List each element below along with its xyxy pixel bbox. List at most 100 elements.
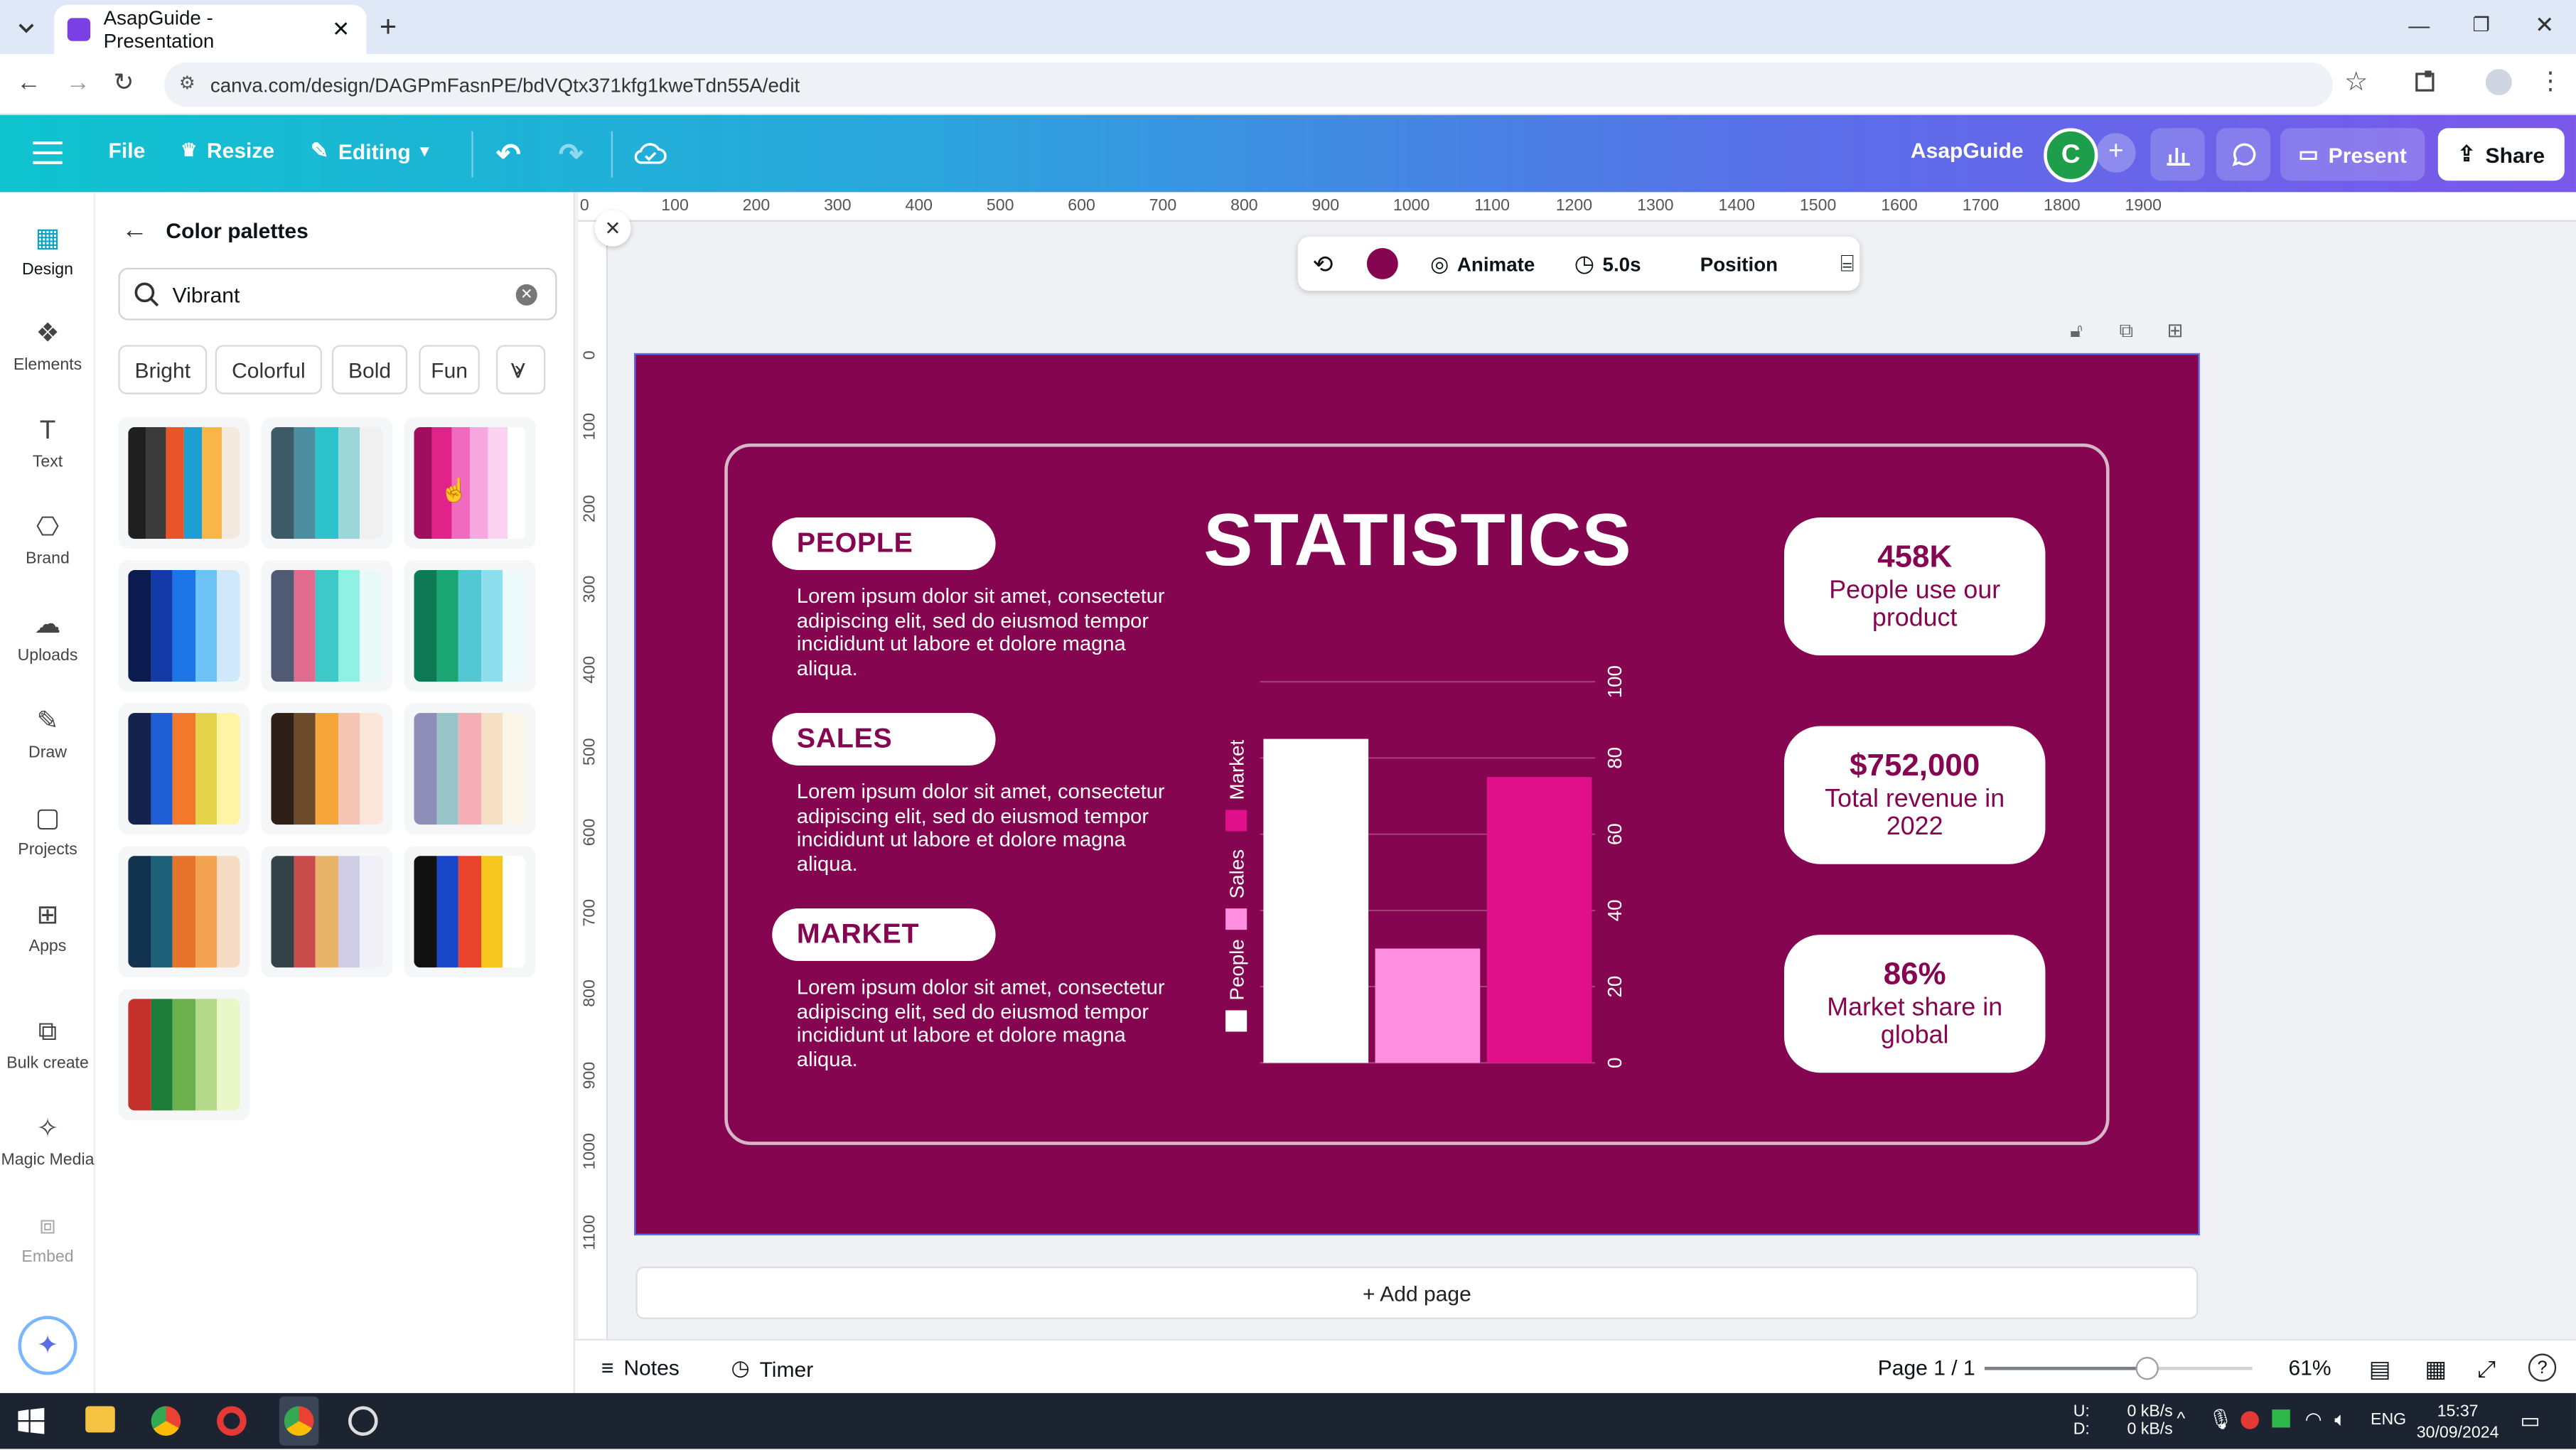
color-palette-swatch[interactable] (118, 703, 250, 835)
color-palette-swatch[interactable] (118, 846, 250, 978)
microphone-icon[interactable]: 🎙︎ (2208, 1407, 2233, 1432)
wifi-icon[interactable]: ◠ (2304, 1407, 2322, 1432)
color-palette-swatch[interactable] (261, 560, 393, 692)
page-view-icon[interactable]: ▤ (2368, 1355, 2391, 1382)
sales-tag[interactable]: SALES (772, 713, 996, 766)
color-palette-swatch[interactable] (118, 560, 250, 692)
clear-search-icon[interactable]: ✕ (515, 283, 537, 305)
browser-tab[interactable]: AsapGuide - Presentation ✕ (54, 4, 367, 55)
comment-icon[interactable] (2216, 128, 2271, 181)
sales-text[interactable]: Lorem ipsum dolor sit amet, consectetur … (796, 780, 1165, 875)
bookmark-star-icon[interactable]: ☆ (2344, 69, 2368, 97)
zoom-level[interactable]: 61% (2288, 1355, 2331, 1380)
back-icon[interactable]: ← (16, 69, 41, 97)
rail-item-uploads[interactable]: ☁ Uploads (0, 611, 95, 665)
team-name[interactable]: AsapGuide (1911, 138, 2024, 163)
insights-icon[interactable] (2150, 128, 2205, 181)
timer-button[interactable]: ◷ Timer (731, 1355, 813, 1382)
grid-view-icon[interactable]: ▦ (2425, 1355, 2447, 1382)
tray-chevron-icon[interactable]: ^ (2177, 1409, 2186, 1429)
position-button[interactable]: Position (1700, 252, 1778, 276)
volume-icon[interactable]: 🔈︎ (2334, 1407, 2346, 1432)
rail-item-magic-media[interactable]: ✧ Magic Media (0, 1115, 95, 1169)
editing-mode-button[interactable]: ✎ Editing ▾ (311, 138, 429, 164)
minimize-icon[interactable]: — (2408, 13, 2430, 38)
stat-card[interactable]: 86% Market share in global (1783, 935, 2046, 1073)
redo-icon[interactable]: ↷ (558, 138, 584, 171)
replace-icon[interactable]: ⟲ (1312, 250, 1333, 279)
restore-icon[interactable]: ❐ (2472, 13, 2491, 36)
undo-icon[interactable]: ↶ (495, 138, 521, 171)
rail-item-elements[interactable]: ❖ Elements (0, 321, 95, 375)
stat-card[interactable]: $752,000 Total revenue in 2022 (1783, 726, 2046, 864)
menu-hamburger-icon[interactable] (33, 141, 63, 164)
file-menu-button[interactable]: File (109, 138, 146, 163)
filter-chip[interactable]: Fun (419, 345, 480, 394)
user-avatar[interactable]: C (2044, 128, 2098, 183)
stat-card[interactable]: 458K People use our product (1783, 517, 2046, 656)
tab-list-chevron-icon[interactable] (13, 15, 39, 41)
close-rulers-icon[interactable]: ✕ (594, 210, 631, 247)
url-field[interactable]: ⚙ canva.com/design/DAGPmFasnPE/bdVQtx371… (164, 62, 2333, 107)
windows-start-icon[interactable] (18, 1407, 45, 1434)
color-palette-swatch[interactable] (404, 703, 536, 835)
forward-icon[interactable]: → (65, 69, 91, 97)
zoom-slider[interactable] (1984, 1357, 2253, 1380)
cloud-saved-icon[interactable] (634, 138, 667, 168)
people-text[interactable]: Lorem ipsum dolor sit amet, consectetur … (796, 584, 1165, 680)
panel-scrollbar[interactable] (562, 328, 571, 1380)
color-palette-swatch[interactable] (404, 560, 536, 692)
color-palette-swatch[interactable] (261, 417, 393, 549)
present-button[interactable]: ▭ Present (2280, 128, 2425, 181)
palette-search-box[interactable]: Vibrant ✕ (118, 267, 557, 321)
window-close-icon[interactable]: ✕ (2535, 11, 2555, 38)
animate-button[interactable]: Animate (1456, 252, 1535, 276)
duration-button[interactable]: 5.0s (1602, 252, 1641, 276)
browser-menu-icon[interactable]: ⋮ (2538, 67, 2563, 96)
file-explorer-icon[interactable] (85, 1406, 115, 1433)
rail-item-apps[interactable]: ⊞ Apps (0, 902, 95, 956)
animate-icon[interactable]: ◎ (1430, 250, 1449, 276)
chips-scroll-right-icon[interactable]: › (514, 355, 522, 382)
color-palette-swatch[interactable] (118, 417, 250, 549)
chrome-icon[interactable] (151, 1406, 181, 1436)
recorder-icon[interactable] (217, 1406, 247, 1436)
color-palette-swatch[interactable] (404, 846, 536, 978)
site-info-icon[interactable]: ⚙ (178, 74, 195, 94)
slide-title[interactable]: STATISTICS (1203, 498, 1632, 582)
filter-chip[interactable]: Bright (118, 345, 208, 394)
rail-item-projects[interactable]: ▢ Projects (0, 805, 95, 859)
help-icon[interactable]: ? (2528, 1353, 2557, 1382)
back-arrow-icon[interactable]: ← (122, 217, 149, 245)
tray-app-icon[interactable] (2272, 1409, 2290, 1428)
zoom-slider-handle[interactable] (2136, 1357, 2159, 1380)
color-palette-swatch[interactable] (404, 417, 536, 549)
filter-chip[interactable]: Colorful (215, 345, 322, 394)
lock-icon[interactable]: 🔓︎ (2070, 318, 2083, 342)
profile-avatar[interactable] (2485, 69, 2512, 96)
rail-item-text[interactable]: T Text (0, 417, 95, 471)
search-input[interactable]: Vibrant (172, 281, 240, 307)
reload-icon[interactable]: ↻ (113, 69, 134, 97)
language-indicator[interactable]: ENG (2371, 1411, 2407, 1429)
fullscreen-icon[interactable]: ⤢ (2477, 1355, 2496, 1382)
clock[interactable]: 15:37 30/09/2024 (2417, 1401, 2499, 1444)
market-text[interactable]: Lorem ipsum dolor sit amet, consectetur … (796, 975, 1165, 1070)
notes-button[interactable]: ≡ Notes (601, 1355, 680, 1380)
share-button[interactable]: ⇪ Share (2437, 128, 2565, 181)
chrome-icon[interactable] (284, 1406, 314, 1436)
close-tab-icon[interactable]: ✕ (332, 16, 350, 41)
new-tab-icon[interactable]: + (379, 9, 397, 43)
filter-chip[interactable]: V (495, 345, 546, 394)
color-palette-swatch[interactable] (261, 703, 393, 835)
rail-item-brand[interactable]: ⎔ Brand (0, 514, 95, 568)
page-indicator[interactable]: Page 1 / 1 (1877, 1355, 1975, 1380)
bar-chart[interactable]: 0 20 40 60 80 100 People Sales Market (1208, 649, 1643, 1084)
filter-chip[interactable]: Bold (331, 345, 408, 394)
rail-item-design[interactable]: ▦ Design (0, 225, 95, 279)
magic-assistant-icon[interactable]: ✦ (18, 1316, 77, 1375)
rail-item-embed[interactable]: ⧈ Embed (0, 1213, 95, 1267)
duplicate-page-icon[interactable]: ⧉ (2119, 318, 2134, 342)
add-page-button[interactable]: + Add page (635, 1266, 2199, 1319)
color-palette-swatch[interactable] (261, 846, 393, 978)
